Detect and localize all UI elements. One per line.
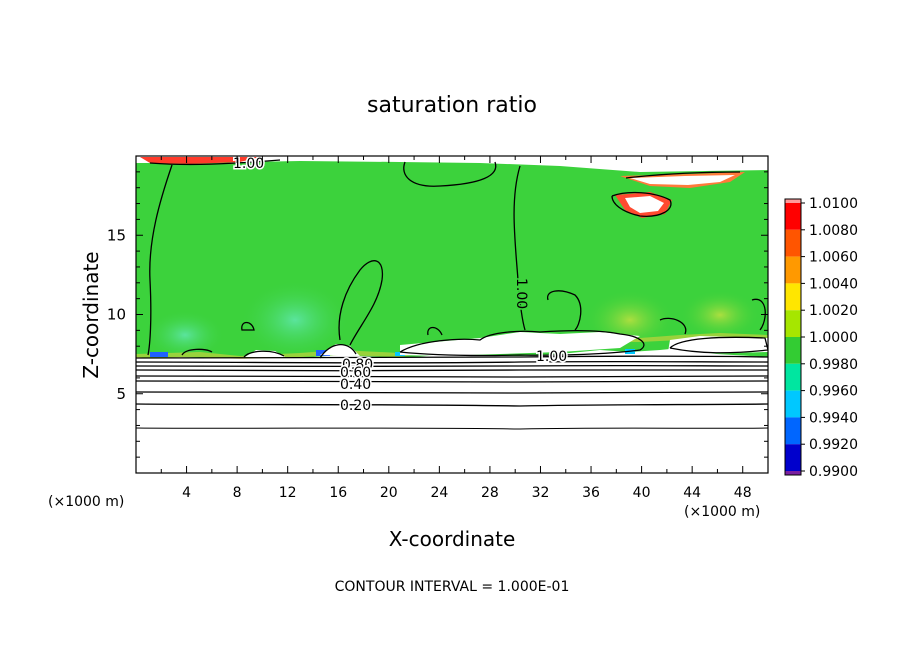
colorbar-segment [785, 444, 801, 471]
y-axis-ticks: 5 10 15 [107, 171, 768, 458]
x-tick-label: 36 [582, 485, 600, 501]
y-tick-label: 5 [116, 385, 126, 403]
colorbar-segment [785, 229, 801, 257]
contour-100-plume [338, 260, 384, 346]
x-axis-ticks: 4 8 12 16 20 24 28 32 36 40 44 48 [160, 156, 752, 501]
top-white-patch-3 [625, 196, 664, 213]
contour-100-middle [513, 165, 526, 331]
cloud-contour-c [319, 344, 357, 359]
contour-label-5: 0.60 [340, 365, 371, 381]
contour-100-upper-pocket [403, 161, 497, 187]
top-right-contour [611, 191, 672, 217]
colorbar-label: 1.0040 [809, 276, 858, 292]
blue-spot-1 [150, 352, 168, 357]
contour-100-top [149, 159, 281, 166]
x-tick-label: 44 [683, 485, 701, 501]
top-white-patch-2 [630, 175, 735, 185]
contour-060 [136, 369, 768, 372]
plot-area: 1.00 1.00 1.00 0.80 0.60 0.40 0.20 [136, 156, 768, 473]
colorbar-label: 1.0060 [809, 250, 858, 266]
contour-090 [136, 355, 768, 359]
colorbar-label: 0.9920 [809, 437, 858, 453]
colorbar [784, 198, 802, 476]
contour-label-2: 1.00 [513, 278, 529, 309]
x-tick-label: 20 [380, 485, 398, 501]
x-tick-label: 8 [233, 485, 242, 501]
x-tick-label: 4 [182, 485, 191, 501]
colorbar-label: 1.0000 [809, 330, 858, 346]
contour-label-6: 0.40 [340, 377, 371, 393]
contour-050 [136, 375, 768, 378]
x-unit-label-right: (×1000 m) [684, 504, 760, 520]
x-tick-label: 32 [532, 485, 550, 501]
x-tick-label: 16 [329, 485, 347, 501]
colorbar-label: 1.0080 [809, 223, 858, 239]
x-tick-label: 40 [633, 485, 651, 501]
colorbar-labels: 1.0100 1.0080 1.0060 1.0040 1.0020 1.0000 0.99… [801, 196, 858, 480]
contour-label-3: 1.00 [536, 349, 567, 365]
colorbar-bottom-cap [785, 471, 801, 475]
colorbar-label: 1.0020 [809, 303, 858, 319]
contour-030 [136, 391, 768, 394]
colorbar-segment [785, 283, 801, 311]
colorbar-segment [785, 363, 801, 391]
colorbar-label: 1.0100 [809, 196, 858, 212]
x-axis-title: X-coordinate [389, 527, 516, 551]
contour-080 [136, 360, 768, 364]
moist-blob-4 [680, 290, 760, 340]
colorbar-segment [785, 390, 801, 418]
colorbar-label: 0.9900 [809, 464, 858, 480]
x-tick-label: 48 [734, 485, 752, 501]
moist-blob-2 [145, 310, 225, 360]
colorbar-label: 0.9980 [809, 357, 858, 373]
colorbar-segment [785, 337, 801, 364]
top-right-contour-2 [625, 171, 741, 179]
colorbar-label: 0.9960 [809, 384, 858, 400]
x-tick-label: 24 [430, 485, 448, 501]
y-tick-label: 10 [107, 306, 126, 324]
contour-100-small-1 [241, 321, 255, 331]
moist-blob-1 [240, 280, 350, 360]
cloud-contour-b [669, 336, 768, 354]
contour-labels: 1.00 1.00 1.00 0.80 0.60 0.40 0.20 [232, 156, 569, 416]
x-tick-label: 12 [279, 485, 297, 501]
colorbar-segment [785, 203, 801, 230]
y-axis-title: Z-coordinate [79, 251, 103, 378]
contour-lines [136, 159, 768, 430]
white-patch-b [668, 336, 768, 354]
top-white-strip [136, 156, 768, 172]
contour-interval-note: CONTOUR INTERVAL = 1.000E-01 [335, 579, 570, 595]
colorbar-segment [785, 417, 801, 445]
contour-label-1: 1.00 [233, 156, 264, 172]
colorbar-label: 0.9940 [809, 410, 858, 426]
contour-100-small-3 [751, 298, 766, 331]
colorbar-segment [785, 310, 801, 337]
chart-title: saturation ratio [367, 93, 537, 118]
contour-040 [136, 380, 768, 383]
top-red-patch-1 [140, 157, 260, 164]
contour-010 [136, 427, 768, 430]
cloud-contour-e [181, 348, 213, 356]
colorbar-top-cap [785, 199, 801, 203]
contour-100-right-lobe [547, 290, 582, 331]
contour-100-small-4 [659, 317, 687, 335]
x-tick-label: 28 [481, 485, 499, 501]
contour-label-7: 0.20 [340, 398, 371, 414]
colorbar-segment [785, 256, 801, 284]
contour-100-small-2 [427, 326, 443, 336]
y-tick-label: 15 [107, 226, 126, 244]
cloud-contour-d [243, 350, 285, 358]
contour-100-left [147, 164, 173, 356]
contour-070 [136, 364, 768, 368]
contour-020 [136, 403, 768, 407]
x-unit-label-left: (×1000 m) [48, 494, 124, 510]
contour-label-4: 0.80 [342, 357, 373, 373]
white-patch-a [400, 332, 640, 356]
cloud-contour-a [399, 330, 645, 357]
